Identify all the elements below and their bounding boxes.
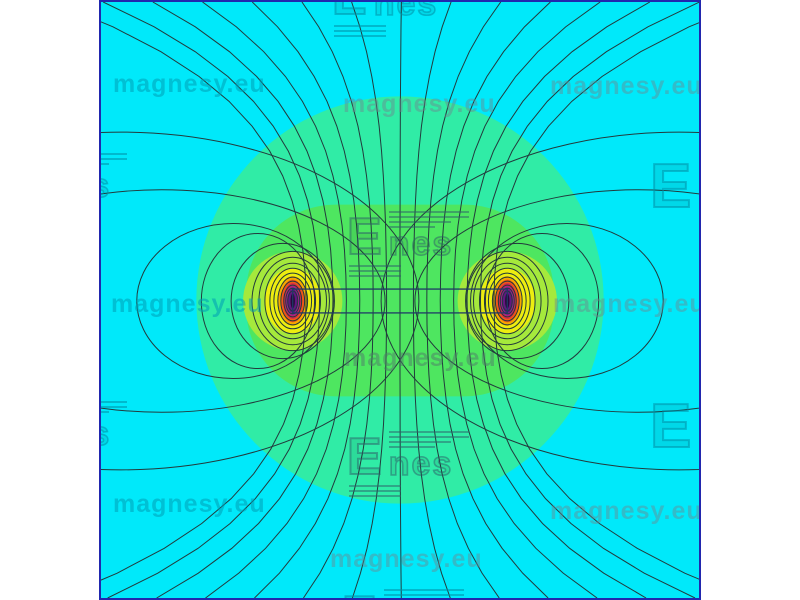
flux-loop <box>258 256 327 346</box>
flux-line <box>493 22 699 580</box>
logo-e-glyph: E <box>341 588 378 598</box>
flux-loop <box>466 250 549 352</box>
logo-e-glyph: E <box>346 207 383 266</box>
logo-e-glyph: E <box>649 152 692 221</box>
flux-loop <box>483 267 531 335</box>
logo-nes-text: nes <box>388 445 454 483</box>
logo-under-lines <box>334 22 386 40</box>
flux-loop <box>251 250 334 352</box>
flux-loop <box>484 232 600 370</box>
flux-loop <box>499 287 515 315</box>
flux-loop <box>380 131 699 471</box>
watermark-brand-text: magnesy.eu <box>550 72 701 100</box>
flux-line <box>251 2 361 598</box>
logo-e-glyph: E <box>346 427 383 486</box>
flux-loop <box>473 256 542 346</box>
logo-speed-lines <box>383 586 464 598</box>
flux-line <box>152 2 334 598</box>
logo-under-lines <box>349 262 401 280</box>
flux-loop <box>200 232 316 370</box>
logo-speed-lines <box>388 428 469 451</box>
flux-loop <box>497 284 517 318</box>
left-margin <box>0 0 99 600</box>
flux-loop <box>414 189 699 413</box>
right-margin <box>701 0 800 600</box>
flux-loop <box>478 262 536 340</box>
logo-nes-text: nes <box>388 225 454 263</box>
flux-line <box>399 2 402 598</box>
field-svg <box>101 2 699 598</box>
logo-nes-text: nes <box>101 168 127 204</box>
flux-loop <box>101 131 420 471</box>
watermark-brand-text: magnesy.eu <box>550 497 701 525</box>
magnet-bar <box>292 288 508 314</box>
flux-loop <box>101 189 386 413</box>
flux-line <box>466 2 651 598</box>
flux-line <box>479 2 699 598</box>
logo-speed-lines <box>101 150 127 173</box>
logo-e-glyph: E <box>649 392 692 461</box>
flux-line <box>102 2 321 598</box>
flux-line <box>426 2 502 598</box>
flux-line <box>202 2 347 598</box>
flux-loop <box>494 280 520 322</box>
logo-speed-lines <box>388 208 469 231</box>
flux-loop <box>487 272 527 330</box>
flux-loop <box>280 280 306 322</box>
flux-line <box>101 21 307 581</box>
flux-loop <box>277 276 309 326</box>
watermark-brand-text: magnesy.eu <box>111 290 264 318</box>
logo-nes-text: nes <box>101 416 127 452</box>
logo-speed-lines <box>101 398 127 421</box>
field-plot-area: magnesy.eu magnesy.eu magnesy.eu magnesy.eu… <box>99 0 701 600</box>
logo-e-glyph: E <box>331 2 368 23</box>
watermark-brand-text: magnesy.eu <box>343 90 496 118</box>
watermark-e-icon: E <box>649 395 692 459</box>
watermark-e-icon: E <box>649 155 692 219</box>
flux-line <box>453 2 601 598</box>
flux-loop <box>465 242 570 360</box>
flux-line <box>351 2 388 598</box>
flux-loop <box>285 287 301 315</box>
flux-loop <box>264 262 322 340</box>
flux-loop <box>269 267 317 335</box>
flux-loop <box>283 284 303 318</box>
logo-under-lines <box>349 482 401 500</box>
flux-loop <box>136 223 330 379</box>
flux-loop <box>491 276 523 326</box>
watermark-brand-text: magnesy.eu <box>344 344 497 372</box>
flux-loop <box>230 242 335 360</box>
flux-line <box>439 2 551 598</box>
flux-loop <box>273 272 313 330</box>
flux-loop <box>470 223 664 379</box>
watermark-brand-text: magnesy.eu <box>553 290 701 318</box>
watermark-brand-text: magnesy.eu <box>330 545 483 573</box>
watermark-brand-text: magnesy.eu <box>113 70 266 98</box>
logo-nes-text: nes <box>373 0 439 23</box>
flux-line <box>301 2 374 598</box>
watermark-brand-text: magnesy.eu <box>113 490 266 518</box>
watermark-layer: magnesy.eu magnesy.eu magnesy.eu magnesy.eu… <box>101 2 699 598</box>
flux-line <box>412 2 452 598</box>
